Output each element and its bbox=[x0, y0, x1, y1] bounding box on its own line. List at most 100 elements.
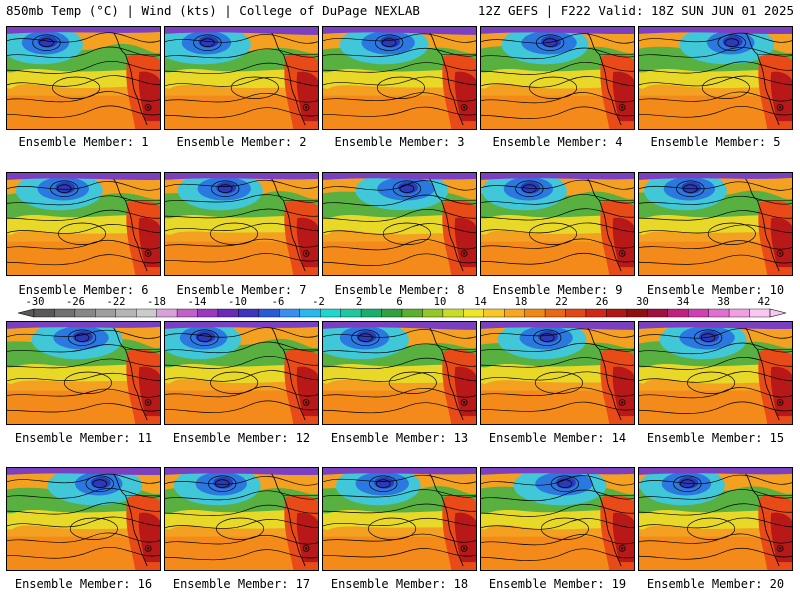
ensemble-member-label: Ensemble Member: 10 bbox=[646, 283, 785, 297]
colorbar-swatch bbox=[626, 308, 648, 318]
colorbar-tick-label: 34 bbox=[676, 296, 690, 308]
colorbar-tick-label: 30 bbox=[636, 296, 649, 308]
ensemble-member-label: Ensemble Member: 9 bbox=[492, 283, 623, 297]
colorbar-swatch bbox=[422, 308, 444, 318]
colorbar-tick-label: -26 bbox=[66, 296, 85, 308]
ensemble-map-panel bbox=[322, 26, 477, 130]
colorbar-swatch bbox=[524, 308, 546, 318]
colorbar-swatch bbox=[688, 308, 709, 318]
ensemble-map-panel bbox=[164, 26, 319, 130]
colorbar-swatch bbox=[299, 308, 321, 318]
colorbar-swatch bbox=[463, 308, 484, 318]
colorbar-swatch bbox=[381, 308, 403, 318]
colorbar-swatch bbox=[483, 308, 505, 318]
colorbar-swatch bbox=[320, 308, 341, 318]
colorbar-tick-label: 18 bbox=[514, 296, 528, 308]
colorbar-max-arrow bbox=[769, 308, 787, 318]
ensemble-map-panel bbox=[480, 26, 635, 130]
ensemble-map-panel bbox=[164, 467, 319, 571]
colorbar-swatch bbox=[156, 308, 178, 318]
valid-time: 12Z GEFS | F222 Valid: 18Z SUN JUN 01 20… bbox=[477, 3, 794, 18]
ensemble-member-label: Ensemble Member: 14 bbox=[488, 431, 627, 445]
colorbar-swatch bbox=[176, 308, 198, 318]
ensemble-member-label: Ensemble Member: 17 bbox=[172, 577, 311, 591]
ensemble-map-panel bbox=[6, 172, 161, 276]
ensemble-map-panel bbox=[322, 172, 477, 276]
colorbar-tick-label: 2 bbox=[355, 296, 363, 308]
ensemble-map-panel bbox=[164, 172, 319, 276]
colorbar-swatch bbox=[667, 308, 689, 318]
ensemble-member-label: Ensemble Member: 11 bbox=[14, 431, 153, 445]
colorbar-tick-label: 14 bbox=[474, 296, 487, 308]
colorbar-swatch bbox=[504, 308, 525, 318]
colorbar-swatch bbox=[33, 308, 55, 318]
colorbar-tick-label: -14 bbox=[187, 296, 207, 308]
ensemble-member-label: Ensemble Member: 8 bbox=[334, 283, 465, 297]
colorbar-swatch bbox=[217, 308, 239, 318]
ensemble-map-panel bbox=[322, 321, 477, 425]
ensemble-member-label: Ensemble Member: 6 bbox=[18, 283, 149, 297]
ensemble-member-label: Ensemble Member: 13 bbox=[330, 431, 469, 445]
colorbar-swatch bbox=[74, 308, 96, 318]
ensemble-map-panel bbox=[6, 321, 161, 425]
colorbar-swatch bbox=[197, 308, 219, 318]
ensemble-map-panel bbox=[480, 172, 635, 276]
ensemble-member-label: Ensemble Member: 1 bbox=[18, 135, 149, 149]
colorbar-swatch bbox=[54, 308, 76, 318]
ensemble-member-label: Ensemble Member: 5 bbox=[650, 135, 781, 149]
colorbar-tick-label: 26 bbox=[595, 296, 609, 308]
colorbar-tick-label: -2 bbox=[312, 296, 325, 308]
ensemble-member-label: Ensemble Member: 4 bbox=[492, 135, 623, 149]
colorbar-tick-label: 10 bbox=[433, 296, 447, 308]
ensemble-map-panel bbox=[6, 26, 161, 130]
ensemble-map-panel bbox=[480, 467, 635, 571]
colorbar-swatch bbox=[565, 308, 587, 318]
colorbar-tick-label: -18 bbox=[147, 296, 166, 308]
ensemble-map-panel bbox=[638, 467, 793, 571]
colorbar-swatch bbox=[401, 308, 423, 318]
ensemble-member-label: Ensemble Member: 7 bbox=[176, 283, 307, 297]
ensemble-member-label: Ensemble Member: 16 bbox=[14, 577, 153, 591]
ensemble-map-panel bbox=[638, 321, 793, 425]
colorbar-min-arrow bbox=[17, 308, 35, 318]
ensemble-member-label: Ensemble Member: 19 bbox=[488, 577, 627, 591]
colorbar-tick-label: -30 bbox=[25, 296, 45, 308]
ensemble-map-panel bbox=[322, 467, 477, 571]
ensemble-map-panel bbox=[480, 321, 635, 425]
temperature-colorbar bbox=[17, 308, 787, 318]
colorbar-tick-label: -6 bbox=[271, 296, 285, 308]
colorbar-tick-label: 22 bbox=[555, 296, 568, 308]
colorbar-swatch bbox=[258, 308, 280, 318]
colorbar-swatch bbox=[708, 308, 730, 318]
colorbar-swatch bbox=[279, 308, 300, 318]
ensemble-member-label: Ensemble Member: 20 bbox=[646, 577, 785, 591]
colorbar-swatch bbox=[606, 308, 628, 318]
ensemble-member-label: Ensemble Member: 18 bbox=[330, 577, 469, 591]
colorbar-swatch bbox=[115, 308, 137, 318]
colorbar-swatch bbox=[442, 308, 464, 318]
ensemble-map-panel bbox=[6, 467, 161, 571]
colorbar-swatch bbox=[360, 308, 382, 318]
map-title: 850mb Temp (°C) | Wind (kts) | College o… bbox=[6, 3, 420, 18]
colorbar-tick-label: -10 bbox=[228, 296, 247, 308]
colorbar-tick-label: 42 bbox=[757, 296, 771, 308]
colorbar-swatch bbox=[585, 308, 607, 318]
colorbar-tick-label: 6 bbox=[396, 296, 403, 308]
ensemble-member-label: Ensemble Member: 12 bbox=[172, 431, 311, 445]
colorbar-swatch bbox=[340, 308, 362, 318]
colorbar-swatch bbox=[647, 308, 668, 318]
ensemble-member-label: Ensemble Member: 2 bbox=[176, 135, 307, 149]
colorbar-swatch bbox=[95, 308, 116, 318]
colorbar-swatch bbox=[544, 308, 566, 318]
ensemble-map-panel bbox=[638, 26, 793, 130]
ensemble-member-label: Ensemble Member: 15 bbox=[646, 431, 785, 445]
colorbar-swatch bbox=[728, 308, 750, 318]
colorbar-swatch bbox=[136, 308, 157, 318]
ensemble-member-label: Ensemble Member: 3 bbox=[334, 135, 465, 149]
ensemble-map-panel bbox=[164, 321, 319, 425]
colorbar-tick-label: -22 bbox=[106, 296, 126, 308]
colorbar-swatch bbox=[749, 308, 771, 318]
colorbar-tick-label: 38 bbox=[717, 296, 730, 308]
colorbar-swatch bbox=[238, 308, 260, 318]
colorbar-tick-labels: -30 -26 -22 -18 -14 -10 -6 -2 2 6 10 14 18 22 26 30 34 38… bbox=[0, 296, 800, 310]
